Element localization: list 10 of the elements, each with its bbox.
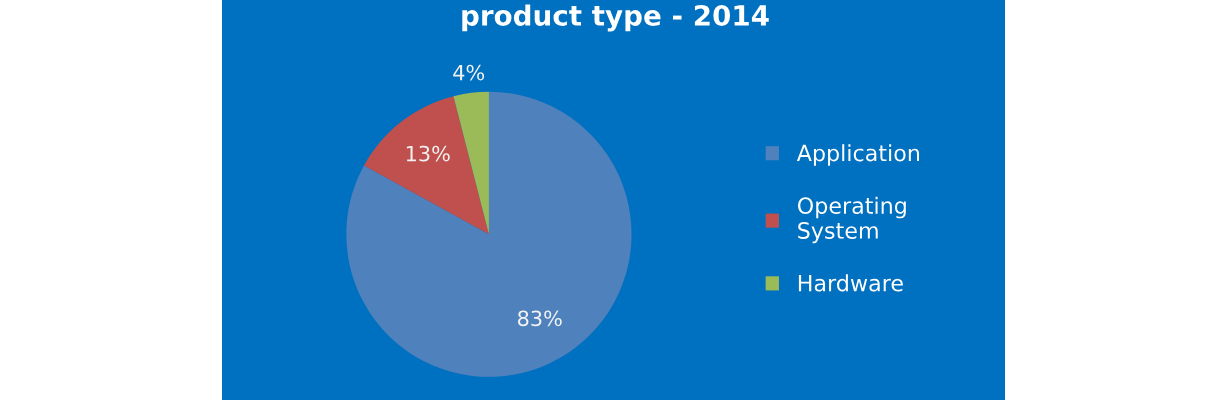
data-label: 4% bbox=[453, 64, 485, 81]
data-label: 13% bbox=[406, 145, 450, 162]
data-label: 83% bbox=[518, 310, 562, 327]
legend-label: Application bbox=[796, 144, 920, 166]
legend-label: Operating System bbox=[797, 196, 906, 244]
chart-title: product type - 2014 bbox=[462, 4, 769, 32]
pie-slice bbox=[346, 91, 632, 377]
pie-slice bbox=[363, 96, 489, 235]
pie-slice bbox=[453, 91, 489, 235]
legend-label: Hardware bbox=[798, 274, 903, 292]
